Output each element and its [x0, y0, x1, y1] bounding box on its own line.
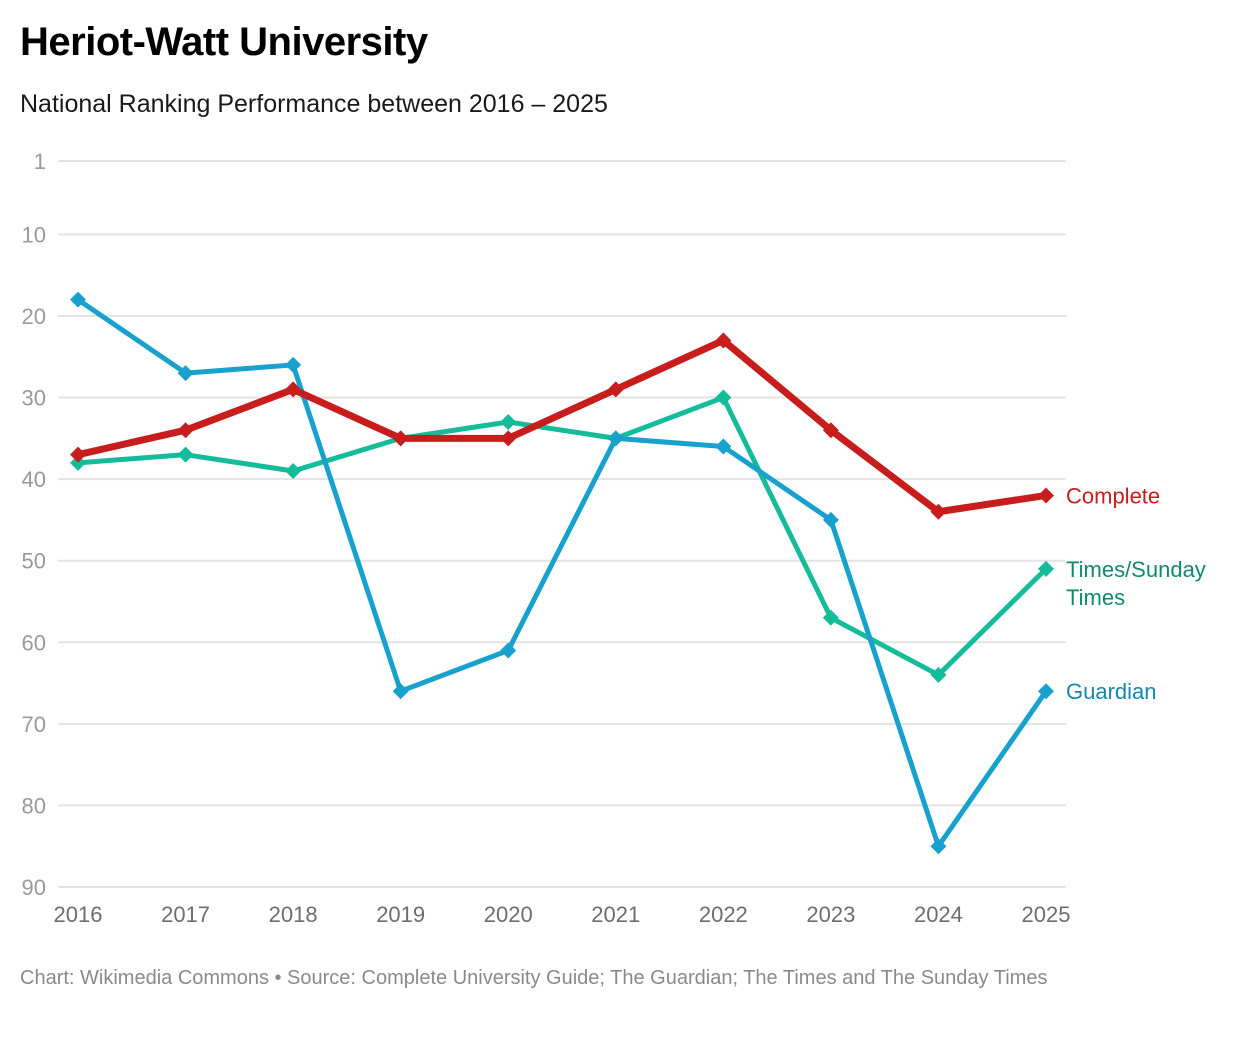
data-point-guardian[interactable]	[607, 430, 624, 447]
data-point-times-sunday-times[interactable]	[715, 389, 732, 406]
data-point-guardian[interactable]	[177, 365, 194, 382]
x-tick-label: 2018	[269, 902, 318, 927]
data-point-times-sunday-times[interactable]	[1038, 560, 1054, 577]
x-tick-label: 2019	[376, 902, 425, 927]
data-point-complete[interactable]	[930, 503, 947, 520]
data-point-guardian[interactable]	[392, 683, 409, 700]
data-point-complete[interactable]	[392, 430, 409, 447]
x-tick-label: 2024	[914, 902, 963, 927]
data-point-times-sunday-times[interactable]	[930, 666, 947, 683]
legend-label-guardian: Guardian	[1066, 679, 1157, 704]
data-point-times-sunday-times[interactable]	[285, 462, 302, 479]
data-point-guardian[interactable]	[285, 356, 302, 373]
y-tick-label: 1	[34, 149, 46, 174]
series-times-sunday-times	[70, 389, 1054, 683]
data-point-guardian[interactable]	[930, 838, 947, 855]
x-tick-label: 2021	[591, 902, 640, 927]
data-point-times-sunday-times[interactable]	[177, 446, 194, 463]
series-line-guardian	[75, 297, 1049, 849]
x-axis: 2016 2017 2018 2019 2020 2021 2022 2023 2024 2025	[54, 902, 1071, 927]
legend-label-complete: Complete	[1066, 483, 1160, 508]
y-axis: 1 10 20 30 40 50 60 70 80 90	[22, 149, 46, 900]
y-tick-label: 50	[22, 549, 46, 574]
series-group	[70, 291, 1054, 855]
data-point-complete[interactable]	[500, 430, 517, 447]
y-tick-label: 70	[22, 712, 46, 737]
y-tick-label: 30	[22, 386, 46, 411]
series-complete	[70, 332, 1054, 520]
y-tick-label: 10	[22, 222, 46, 247]
data-point-complete[interactable]	[1038, 487, 1054, 504]
series-guardian	[70, 291, 1054, 855]
data-point-guardian[interactable]	[1038, 683, 1054, 700]
data-point-complete[interactable]	[285, 381, 302, 398]
x-tick-label: 2022	[699, 902, 748, 927]
series-line-complete	[74, 336, 1050, 516]
x-tick-label: 2023	[806, 902, 855, 927]
y-tick-label: 80	[22, 793, 46, 818]
data-point-times-sunday-times[interactable]	[70, 454, 86, 471]
data-point-complete[interactable]	[70, 446, 86, 463]
chart-footer-credit: Chart: Wikimedia Commons • Source: Compl…	[20, 967, 1048, 989]
y-tick-label: 90	[22, 875, 46, 900]
x-tick-label: 2020	[484, 902, 533, 927]
legend: Complete Times/Sunday Times Guardian	[1066, 483, 1206, 704]
y-tick-label: 60	[22, 630, 46, 655]
x-tick-label: 2025	[1022, 902, 1071, 927]
data-point-guardian[interactable]	[70, 291, 86, 308]
data-point-complete[interactable]	[715, 332, 732, 349]
data-point-guardian[interactable]	[822, 511, 839, 528]
data-point-complete[interactable]	[177, 422, 194, 439]
legend-label-times-sunday-times: Times/Sunday Times	[1066, 557, 1206, 610]
chart-title: Heriot-Watt University	[20, 20, 428, 64]
series-line-times-sunday-times	[75, 395, 1049, 678]
data-point-complete[interactable]	[607, 381, 624, 398]
chart-subtitle: National Ranking Performance between 201…	[20, 90, 608, 118]
y-tick-label: 40	[22, 467, 46, 492]
y-tick-label: 20	[22, 304, 46, 329]
data-point-times-sunday-times[interactable]	[500, 414, 517, 431]
data-point-times-sunday-times[interactable]	[822, 609, 839, 626]
x-tick-label: 2017	[161, 902, 210, 927]
data-point-guardian[interactable]	[715, 438, 732, 455]
data-point-complete[interactable]	[822, 422, 839, 439]
x-tick-label: 2016	[54, 902, 103, 927]
data-point-guardian[interactable]	[500, 642, 517, 659]
